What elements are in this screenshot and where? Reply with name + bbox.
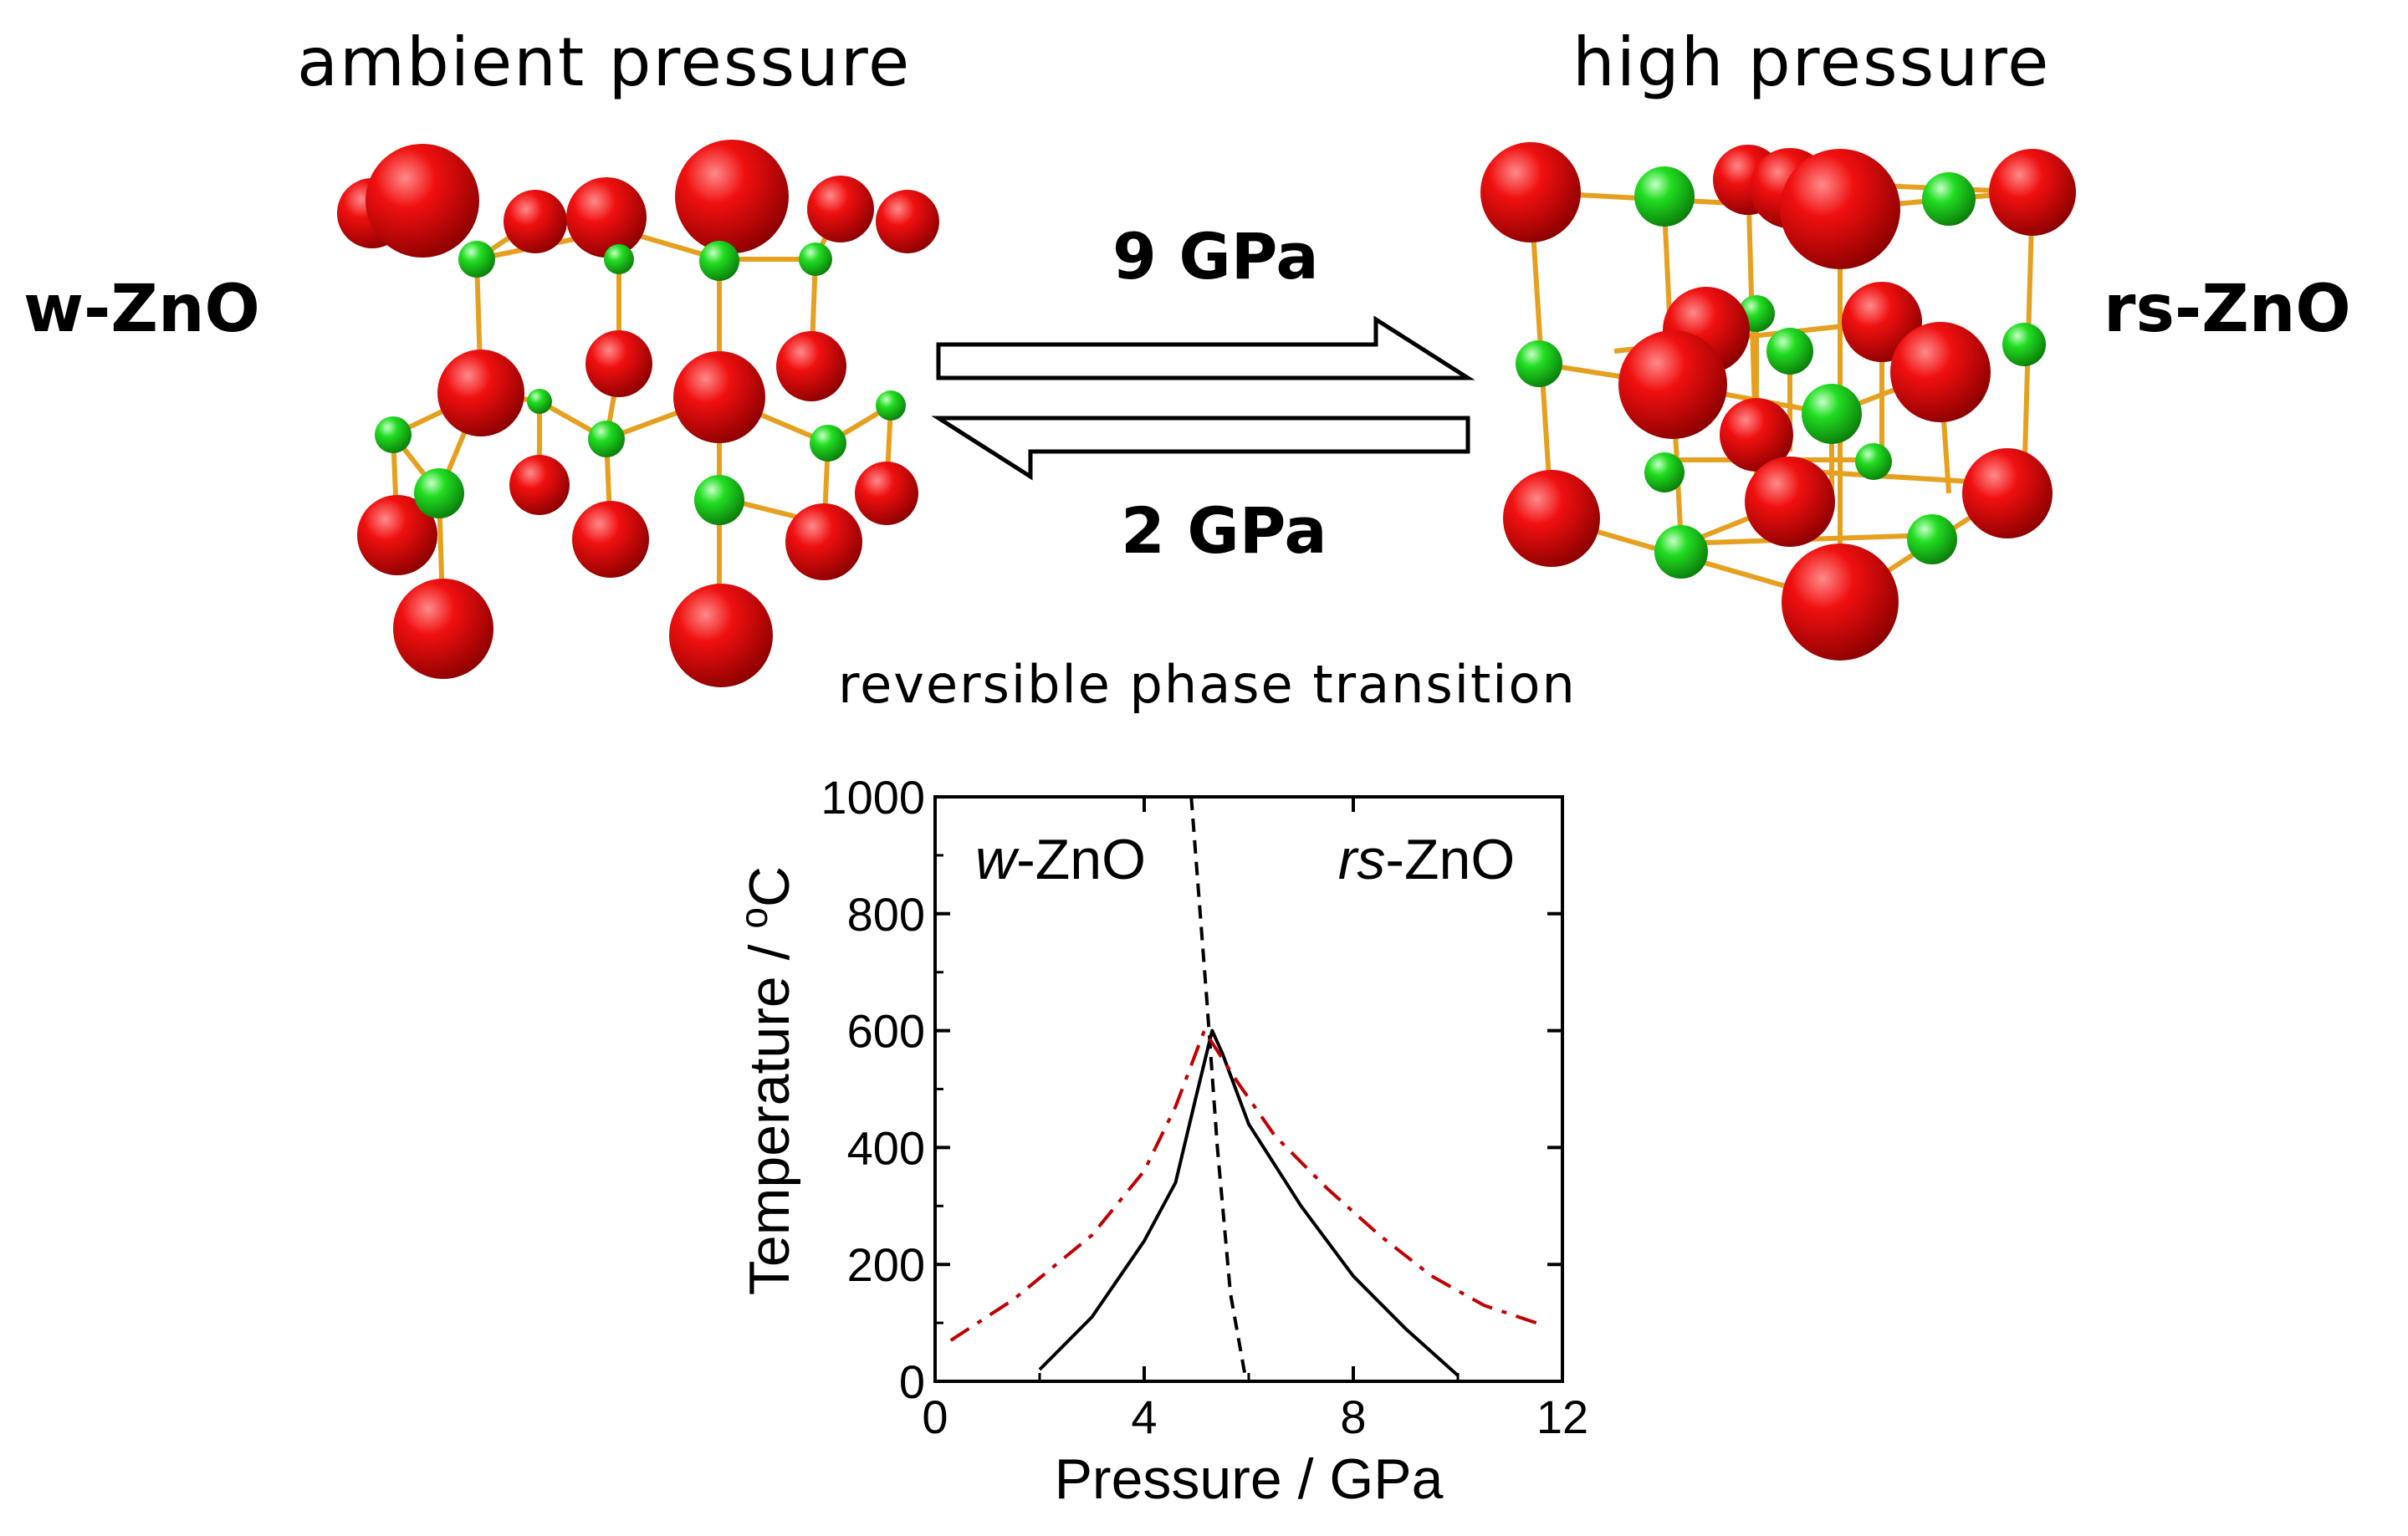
forward-arrow: [936, 315, 1475, 380]
w-zno-label: w-ZnO: [23, 272, 260, 347]
region-label: w-ZnO: [975, 828, 1146, 891]
high-pressure-label: high pressure: [1572, 23, 2051, 101]
rocksalt-structure: [1480, 142, 2076, 661]
backward-arrow: [931, 416, 1470, 481]
x-tick-label: 0: [922, 1391, 948, 1443]
y-tick-label: 200: [847, 1238, 925, 1291]
forward-pressure-label: 9 GPa: [1112, 219, 1319, 293]
region-label: rs-ZnO: [1338, 828, 1516, 891]
x-axis-label: Pressure / GPa: [1055, 1447, 1444, 1511]
wurtzite-structure: [337, 140, 939, 687]
x-tick-label: 8: [1340, 1391, 1366, 1443]
y-tick-label: 400: [847, 1121, 925, 1174]
series-line-dashdot: [949, 1028, 1537, 1342]
series-line-dashed: [1189, 796, 1248, 1382]
backward-pressure-label: 2 GPa: [1121, 493, 1327, 568]
y-tick-label: 600: [847, 1005, 925, 1058]
rs-zno-label: rs-ZnO: [2104, 272, 2351, 347]
y-tick-label: 0: [899, 1355, 925, 1408]
ambient-pressure-label: ambient pressure: [297, 23, 912, 101]
y-tick-label: 800: [847, 888, 925, 941]
x-tick-label: 12: [1536, 1391, 1588, 1443]
phase-transition-caption: reversible phase transition: [838, 654, 1577, 715]
y-axis-label: Temperature / oC: [732, 866, 801, 1295]
series-line-solid: [1038, 1028, 1460, 1377]
y-tick-label: 1000: [821, 771, 925, 824]
x-tick-label: 4: [1131, 1391, 1157, 1443]
